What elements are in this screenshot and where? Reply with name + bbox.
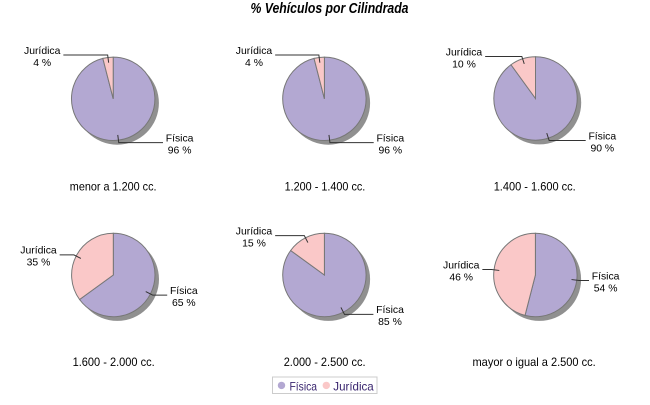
svg-text:menor a 1.200 cc.: menor a 1.200 cc.: [70, 180, 157, 194]
svg-text:Física: Física: [290, 381, 318, 394]
svg-text:mayor o igual a 2.500 cc.: mayor o igual a 2.500 cc.: [473, 355, 596, 369]
svg-text:1.600 - 2.000 cc.: 1.600 - 2.000 cc.: [73, 355, 155, 369]
svg-text:35 %: 35 %: [27, 258, 51, 269]
svg-text:4 %: 4 %: [245, 58, 263, 69]
svg-text:10 %: 10 %: [452, 59, 476, 70]
svg-text:1.200 - 1.400 cc.: 1.200 - 1.400 cc.: [285, 180, 366, 194]
svg-text:Física: Física: [166, 133, 194, 144]
svg-text:Jurídica: Jurídica: [24, 46, 61, 57]
svg-text:Física: Física: [376, 133, 404, 144]
svg-text:85 %: 85 %: [378, 317, 402, 328]
svg-text:Física: Física: [592, 271, 620, 282]
svg-text:Jurídica: Jurídica: [443, 260, 480, 271]
svg-text:1.400 - 1.600 cc.: 1.400 - 1.600 cc.: [494, 180, 576, 194]
svg-text:Jurídica: Jurídica: [236, 46, 273, 57]
svg-text:Jurídica: Jurídica: [20, 246, 57, 257]
svg-text:65 %: 65 %: [172, 298, 196, 309]
svg-text:54 %: 54 %: [594, 283, 618, 294]
svg-text:Jurídica: Jurídica: [236, 226, 273, 237]
svg-text:Jurídica: Jurídica: [446, 47, 483, 58]
svg-text:4 %: 4 %: [33, 58, 51, 69]
svg-text:Física: Física: [588, 131, 616, 142]
svg-text:96 %: 96 %: [378, 145, 402, 156]
svg-text:Física: Física: [170, 286, 198, 297]
svg-text:% Vehículos por Cilindrada: % Vehículos por Cilindrada: [251, 1, 409, 17]
svg-text:15 %: 15 %: [242, 238, 266, 249]
svg-text:Física: Física: [376, 305, 404, 316]
svg-text:Jurídica: Jurídica: [333, 381, 374, 394]
svg-text:2.000 - 2.500 cc.: 2.000 - 2.500 cc.: [284, 355, 366, 369]
svg-text:96 %: 96 %: [168, 145, 192, 156]
svg-text:46 %: 46 %: [449, 272, 473, 283]
svg-text:90 %: 90 %: [590, 143, 614, 154]
